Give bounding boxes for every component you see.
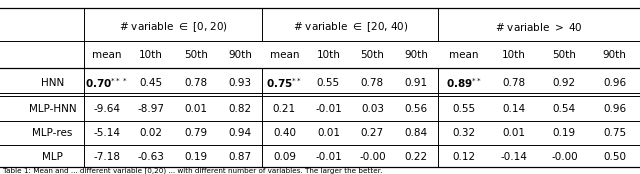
Text: # variable $\in$ [0, 20): # variable $\in$ [0, 20) [119,20,228,34]
Text: 0.91: 0.91 [405,78,428,88]
Text: 0.54: 0.54 [553,104,576,114]
Text: 0.78: 0.78 [502,78,525,88]
Text: 0.78: 0.78 [184,78,207,88]
Text: 0.92: 0.92 [553,78,576,88]
Text: 0.01: 0.01 [184,104,207,114]
Text: -9.64: -9.64 [93,104,120,114]
Text: 0.01: 0.01 [502,128,525,138]
Text: 50th: 50th [184,50,207,60]
Text: 0.96: 0.96 [604,78,627,88]
Text: $\mathbf{0.89}^{**}$: $\mathbf{0.89}^{**}$ [445,76,482,90]
Text: 0.40: 0.40 [273,128,296,138]
Text: -0.01: -0.01 [315,152,342,163]
Text: 0.82: 0.82 [228,104,252,114]
Text: 10th: 10th [316,50,340,60]
Text: -0.14: -0.14 [500,152,527,163]
Text: 0.55: 0.55 [452,104,475,114]
Text: 50th: 50th [360,50,385,60]
Text: 0.19: 0.19 [184,152,207,163]
Text: -0.00: -0.00 [551,152,578,163]
Text: -7.18: -7.18 [93,152,120,163]
Text: 0.27: 0.27 [361,128,384,138]
Text: 90th: 90th [603,50,627,60]
Text: mean: mean [92,50,122,60]
Text: 0.55: 0.55 [317,78,340,88]
Text: 0.21: 0.21 [273,104,296,114]
Text: 90th: 90th [404,50,428,60]
Text: # variable $>$ 40: # variable $>$ 40 [495,21,583,33]
Text: # variable $\in$ [20, 40): # variable $\in$ [20, 40) [292,20,408,34]
Text: mean: mean [449,50,478,60]
Text: MLP: MLP [42,152,63,163]
Text: $\mathbf{0.75}^{**}$: $\mathbf{0.75}^{**}$ [266,76,303,90]
Text: 90th: 90th [228,50,252,60]
Text: 0.01: 0.01 [317,128,340,138]
Text: 0.87: 0.87 [228,152,252,163]
Text: 0.79: 0.79 [184,128,207,138]
Text: 0.12: 0.12 [452,152,475,163]
Text: 0.50: 0.50 [604,152,627,163]
Text: 0.19: 0.19 [553,128,576,138]
Text: Table 1: Mean and ... different variable [0,20) ... with different number of var: Table 1: Mean and ... different variable… [3,167,383,174]
Text: 0.93: 0.93 [228,78,252,88]
Text: 0.94: 0.94 [228,128,252,138]
Text: 0.56: 0.56 [405,104,428,114]
Text: 0.84: 0.84 [405,128,428,138]
Text: 0.02: 0.02 [140,128,163,138]
Text: 10th: 10th [140,50,163,60]
Text: -0.00: -0.00 [359,152,386,163]
Text: -8.97: -8.97 [138,104,164,114]
Text: mean: mean [269,50,299,60]
Text: 0.09: 0.09 [273,152,296,163]
Text: MLP-res: MLP-res [32,128,73,138]
Text: MLP-HNN: MLP-HNN [29,104,76,114]
Text: 0.03: 0.03 [361,104,384,114]
Text: 0.75: 0.75 [604,128,627,138]
Text: 50th: 50th [552,50,577,60]
Text: $\mathbf{0.70}^{***}$: $\mathbf{0.70}^{***}$ [85,76,128,90]
Text: 0.96: 0.96 [604,104,627,114]
Text: -5.14: -5.14 [93,128,120,138]
Text: -0.01: -0.01 [315,104,342,114]
Text: 0.22: 0.22 [405,152,428,163]
Text: HNN: HNN [41,78,64,88]
Text: 0.78: 0.78 [361,78,384,88]
Text: 0.45: 0.45 [140,78,163,88]
Text: 10th: 10th [502,50,526,60]
Text: 0.14: 0.14 [502,104,525,114]
Text: -0.63: -0.63 [138,152,164,163]
Text: 0.32: 0.32 [452,128,475,138]
